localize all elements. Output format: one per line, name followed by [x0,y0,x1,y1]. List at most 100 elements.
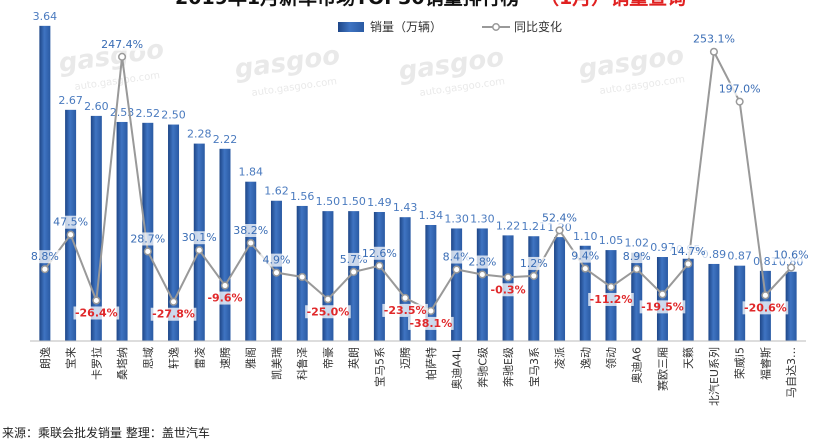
legend-bar-swatch [338,22,364,32]
line-value-label: 28.7% [130,232,165,245]
x-axis-label: 宝马5系 [372,347,386,387]
x-axis-label: 思域 [142,347,155,369]
chart-title-highlight: （1月）销量查询 [540,0,686,9]
bar-value-label: 0.87 [727,250,752,263]
bar-value-label: 2.22 [213,133,238,146]
line-value-label-bg [488,283,528,297]
line-value-label-bg [205,291,245,305]
line-point [401,293,410,302]
bar-value-label: 1.62 [264,185,289,198]
line-value-label-bg [639,300,686,314]
line-value-label: -26.4% [75,306,118,319]
bar [425,224,437,341]
bar-value-labels: 3.642.67 2.60 2.53 2.52 2.502.28 2.221.841.62… [33,10,804,269]
line-value-label-bg [359,246,399,260]
line-value-label-bg [716,82,763,96]
line-value-label: -25.0% [307,305,350,318]
line-value-label: -9.6% [207,292,242,305]
x-axis-label: 福睿斯 [758,347,772,380]
line-point [195,246,204,255]
bar-value-label: 1.49 [367,196,392,209]
bar [579,245,591,341]
bar [528,236,540,341]
line-value-label: 247.4% [101,38,143,51]
bar-value-label: 1.10 [573,230,598,243]
line-point [92,296,101,305]
line-value-label-bg [305,305,351,319]
bar-value-label: 1.56 [290,190,315,203]
line-point [298,272,307,282]
bar-value-label: 2.67 [58,94,83,107]
bar [656,257,668,341]
line-value-label-bg [408,316,454,330]
line-point [452,265,461,274]
chart-title: 2019年1月新车市场TOP30销量排行榜 [175,0,520,9]
bar-value-label: 2.50 [161,109,186,122]
bar-value-label: 2.28 [187,128,212,141]
bar-value-label: 2.60 [84,100,109,113]
line-point [66,230,75,239]
x-axis-label: 雅阁 [244,347,258,369]
line-value-label: -19.5% [641,300,684,313]
bar-value-label: 1.50 [341,195,366,208]
legend-bar-label: 销量（万辆） [370,20,442,34]
line-value-label: -20.6% [744,301,787,314]
x-axis-label: 迈腾 [398,347,412,369]
x-axis-label: 英朗 [347,347,361,369]
bar [399,217,411,341]
line-value-label-bg [588,292,634,306]
legend-line-label: 同比变化 [514,19,562,34]
legend-line-marker [492,23,500,31]
line-point [735,97,744,106]
line-value-label-bg [440,250,473,264]
bar [90,115,102,341]
line-value-label-bg [691,32,737,46]
line-path [44,48,792,313]
line-value-label: -0.3% [491,283,526,296]
line-value-labels: 8.8% 47.5% -26.4% 247.4% 28.7% -27.8% 30.1% -9.… [28,32,811,330]
line-series [40,47,796,315]
line-point [143,247,152,256]
line-point [220,281,230,290]
source-note: 来源：乘联会批发销量 整理：盖世汽车 [2,426,210,440]
x-axis-label: 速腾 [218,347,232,369]
bar [142,122,154,342]
line-value-label-bg [517,256,550,270]
line-point [684,259,693,268]
line-value-label-bg [150,307,197,321]
line-value-label: 12.6% [362,247,397,260]
line-value-label-bg [179,231,219,245]
line-point [169,297,178,306]
line-value-label: 52.4% [542,211,577,224]
bar-value-label: 1.02 [624,237,649,250]
bar [168,124,180,341]
x-axis-label: 北汽EU系列 [707,347,721,406]
x-axis-label: 天籁 [681,347,695,369]
line-value-label: 253.1% [693,33,735,46]
line-point [426,306,435,315]
watermark-group: gasgoo auto.gasgoo.com gasgoo auto.gasgo… [57,34,686,98]
x-axis-label: 奔驰C级 [475,347,489,388]
line-value-label-bg [51,215,91,229]
line-value-label: 4.9% [262,254,290,267]
line-value-label: -38.1% [409,317,452,330]
line-value-label: 10.6% [774,249,809,262]
line-point [787,263,796,272]
line-point [349,267,358,276]
bar-value-label: 1.05 [599,234,624,247]
line-point [478,270,487,279]
line-value-label-bg [771,248,811,262]
x-axis-labels: 朗逸 宝来 卡罗拉 桑塔纳 思域 轩逸 雷凌 速腾 雅阁 凯美瑞 科鲁泽 帝豪 英朗 宝马5系 迈腾 帕萨特奥… [39,346,798,406]
x-axis-label: 雷凌 [192,347,206,369]
line-value-label: 47.5% [53,216,88,229]
bar [219,148,231,341]
line-point [375,261,384,270]
bar [322,211,334,341]
line-value-label-bg [466,255,499,269]
line-value-label: 8.4% [443,251,471,264]
x-axis-label: 奥迪A6 [630,347,644,384]
bar [708,263,720,341]
line-value-label: 14.7% [671,245,706,258]
x-axis-label: 宝来 [64,347,78,369]
